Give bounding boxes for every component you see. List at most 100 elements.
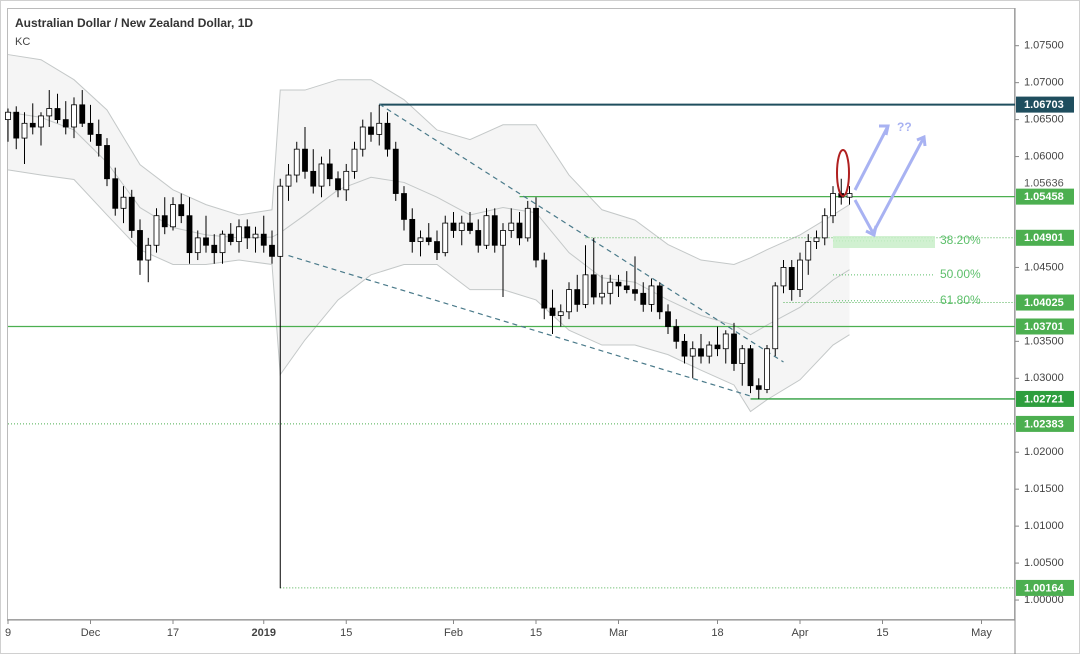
candle-body [211,244,218,254]
candle-body [401,193,407,220]
y-tick-label: 1.06500 [1024,114,1064,126]
level-badge [1016,579,1074,596]
candle-body [500,230,506,246]
candle-body [830,193,836,217]
arrow-head [865,225,878,238]
candle-body [516,222,523,239]
x-tick-label: Dec [81,627,101,639]
level-badge [1016,318,1074,335]
level-label: 1.02383 [1024,418,1064,430]
y-tick-label: 1.00500 [1024,557,1064,569]
candle-body [731,333,737,364]
arrow-head [916,134,927,147]
candle-body [491,215,498,246]
y-tick-label: 1.07000 [1024,77,1064,89]
y-tick-label: 1.01000 [1024,520,1064,532]
candle-body [574,289,581,305]
x-tick-label: 15 [876,627,888,639]
x-tick-label: 2019 [252,627,276,639]
candle-body [788,267,795,291]
chart-title: Australian Dollar / New Zealand Dollar, … [15,16,253,30]
level-label: 1.03701 [1024,321,1064,333]
candle-body [821,215,828,239]
arrow-head [879,124,890,136]
candle-body [376,122,383,135]
fib-label: 50.00% [940,267,981,281]
candle-body [425,237,432,242]
candle-body [566,289,572,313]
candle-body [541,259,548,309]
candle-body [590,274,597,298]
candle-body [335,178,341,191]
candle-body [161,215,168,228]
x-tick-label: Mar [609,627,628,639]
fib-label: 38.20% [940,233,981,247]
y-tick-label: 1.06000 [1024,150,1064,162]
level-badge [1016,229,1074,246]
candle-body [21,122,28,139]
level-label: 1.00164 [1024,582,1065,594]
candle-body [656,285,663,313]
candle-body [632,289,638,294]
candle-body [194,237,201,254]
candle-body [508,222,515,231]
candle-body [46,108,53,117]
candle-body [112,178,119,209]
y-tick-label: 1.07500 [1024,40,1064,52]
candle-body [805,241,812,261]
candle-body [533,207,539,261]
candle-body [747,348,754,387]
level-badge [1016,96,1074,113]
x-tick-label: 15 [340,627,352,639]
x-tick-label: Feb [444,627,463,639]
y-tick-label: 1.01500 [1024,483,1064,495]
candle-body [285,174,292,187]
candle-body [780,267,787,287]
candle-body [615,281,622,287]
candle-body [260,233,267,246]
candle-body [79,104,86,124]
candle-body [244,226,251,239]
candle-body [351,148,358,172]
candle-body [128,196,135,231]
candle-body [409,218,416,242]
candle-body [13,111,20,139]
candle-body [269,244,275,257]
y-tick-label: 1.04500 [1024,261,1064,273]
candle-body [145,244,152,261]
candle-body [359,126,366,150]
level-badge [1016,188,1074,205]
candle-body [392,148,399,194]
y-tick-label: 1.03000 [1024,372,1064,384]
candle-body [343,170,350,191]
candle-body [293,148,300,176]
level-badge [1016,294,1074,311]
candle-body [755,385,762,390]
candle-body [203,237,209,246]
candle-body [722,333,729,350]
x-tick-label: Apr [791,627,808,639]
level-label: 1.02721 [1024,393,1064,405]
highlight-ellipse [836,149,850,197]
annotation: ?? [897,120,912,134]
candle-body [326,163,333,180]
candle-body [236,226,242,242]
candle-body [599,292,605,298]
trendline [378,103,784,363]
candle-body [87,122,94,135]
plot: 38.20% 50.00% 61.80% [5,54,1015,589]
candle-body [442,222,449,254]
candle-body [302,148,308,172]
candle-body [797,259,803,291]
x-tick-label: 18 [711,627,723,639]
candle-body [458,222,465,231]
target-zone [833,236,935,248]
x-tick-label: 17 [167,627,179,639]
candle-body [648,285,655,305]
candle-body [475,230,482,246]
candle-body [38,115,44,128]
candle-body [434,241,440,254]
candle-body [772,285,779,350]
candle-body [450,222,457,231]
